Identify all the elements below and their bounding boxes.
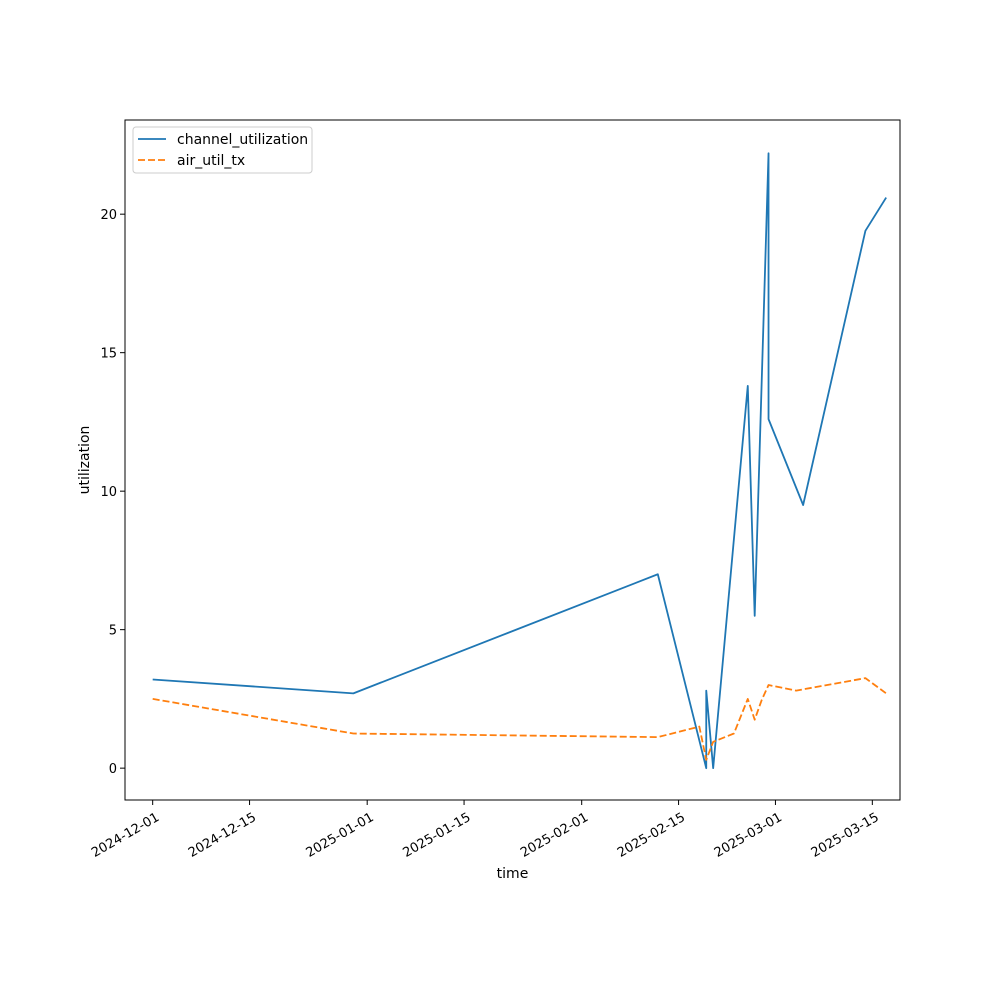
y-tick-label: 5: [109, 624, 117, 639]
y-tick-label: 0: [109, 762, 117, 777]
y-tick-label: 20: [100, 208, 117, 223]
plot-area: [152, 152, 887, 770]
y-axis-title: utilization: [77, 426, 93, 495]
legend-label-channel_utilization: channel_utilization: [177, 132, 308, 148]
y-tick-label: 15: [100, 347, 117, 362]
legend: channel_utilization air_util_tx: [132, 126, 313, 174]
legend-label-air_util_tx: air_util_tx: [177, 153, 245, 169]
series-line-channel_utilization: [152, 152, 887, 770]
y-tick-label: 10: [100, 485, 117, 500]
series-line-air_util_tx: [152, 677, 887, 761]
x-axis-title: time: [497, 866, 529, 882]
legend-box: [132, 126, 313, 174]
axes-frame: [124, 119, 901, 801]
